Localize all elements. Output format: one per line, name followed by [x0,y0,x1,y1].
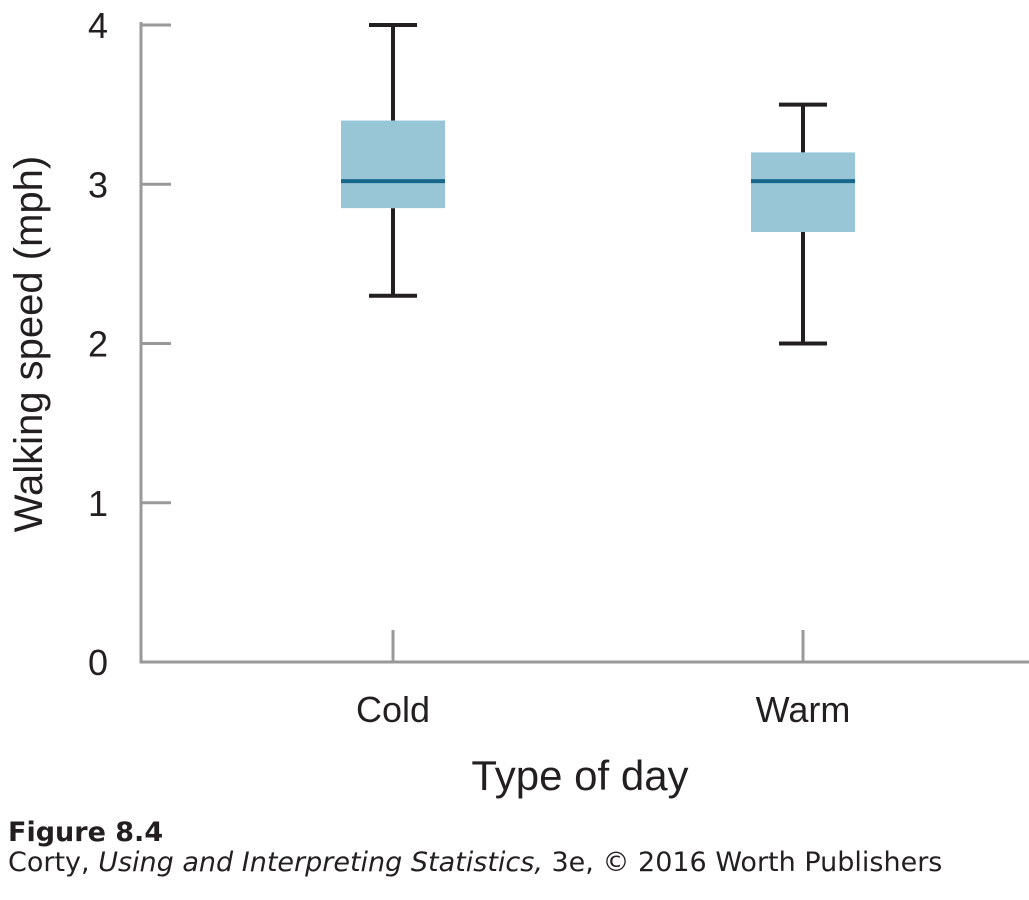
x-tick-label: Cold [356,689,430,730]
credit-suffix: 3e, © 2016 Worth Publishers [542,847,943,879]
y-tick-label: 1 [88,483,108,524]
x-tick-label: Warm [756,689,851,730]
figure-label: Figure 8.4 [8,817,164,848]
interquartile-box [751,152,855,233]
box-plot-cold [341,23,445,298]
y-tick-label: 3 [88,164,108,205]
x-axis-label: Type of day [471,752,688,799]
x-axis-ticks: Cold Warm [356,630,850,730]
figure-caption: Figure 8.4 Corty, Using and Interpreting… [8,817,1023,878]
credit-prefix: Corty, [8,847,99,879]
box-plot-warm [751,102,855,346]
y-tick-label: 0 [88,642,108,683]
figure-credit: Corty, Using and Interpreting Statistics… [8,848,1023,878]
credit-book-title: Using and Interpreting Statistics, [98,847,543,879]
y-tick-label: 2 [88,324,108,365]
y-tick-label: 4 [88,5,108,46]
interquartile-box [341,120,445,209]
box-plot-chart: 0 1 2 3 4 Cold Warm Walking speed (mph) Type … [7,5,1029,799]
y-axis-ticks: 0 1 2 3 4 [88,5,171,683]
y-axis-label: Walking speed (mph) [7,156,51,532]
boxes [341,23,855,346]
